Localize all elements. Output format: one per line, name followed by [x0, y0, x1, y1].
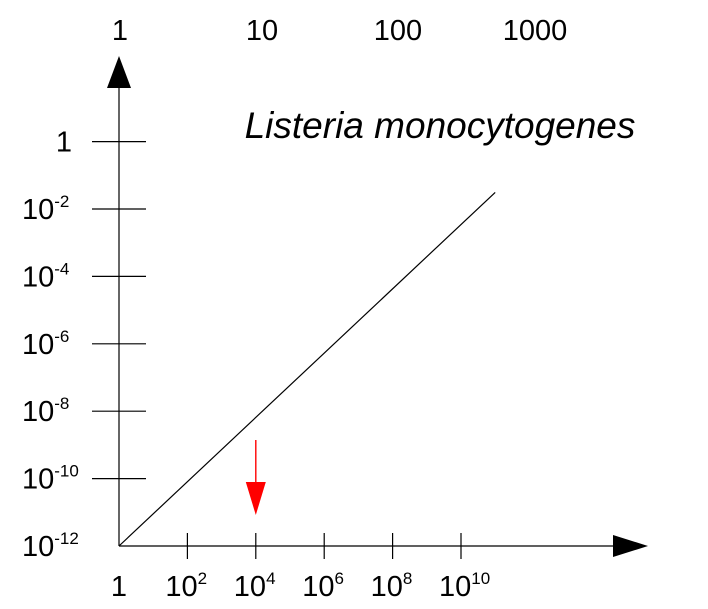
top-axis-label: 1 [112, 15, 128, 47]
y-tick-label: 10-8 [22, 394, 69, 428]
y-tick-label: 1 [56, 127, 72, 159]
red-arrow-head [245, 482, 266, 515]
series-line [118, 191, 496, 547]
axes [107, 56, 648, 557]
x-tick-label: 102 [165, 569, 207, 603]
x-tick-label: 106 [302, 569, 344, 603]
top-axis-label: 100 [374, 15, 422, 47]
x-axis-arrowhead [613, 535, 648, 557]
chart-title: Listeria monocytogenes [245, 105, 636, 146]
y-tick-label: 10-4 [22, 259, 69, 293]
x-tick-label: 1010 [439, 569, 490, 603]
y-tick-label: 10-6 [22, 327, 69, 361]
y-axis-arrowhead [107, 56, 131, 88]
x-axis-ticks: 1 102 104 106 108 1010 [111, 533, 490, 603]
x-tick-label: 104 [234, 569, 276, 603]
top-axis-labels: 1 10 100 1000 [112, 15, 567, 47]
top-axis-label: 10 [246, 15, 278, 47]
x-tick-label: 1 [111, 571, 127, 603]
y-tick-label: 10-2 [22, 192, 69, 226]
x-tick-label: 108 [371, 569, 413, 603]
y-axis-ticks: 10-12 10-10 10-8 10-6 10-4 10-2 1 [22, 127, 146, 563]
y-tick-label: 10-10 [22, 462, 79, 496]
y-tick-label: 10-12 [22, 529, 79, 563]
annotation-layer [245, 440, 266, 515]
top-axis-label: 1000 [503, 15, 568, 47]
series-layer [118, 191, 496, 547]
